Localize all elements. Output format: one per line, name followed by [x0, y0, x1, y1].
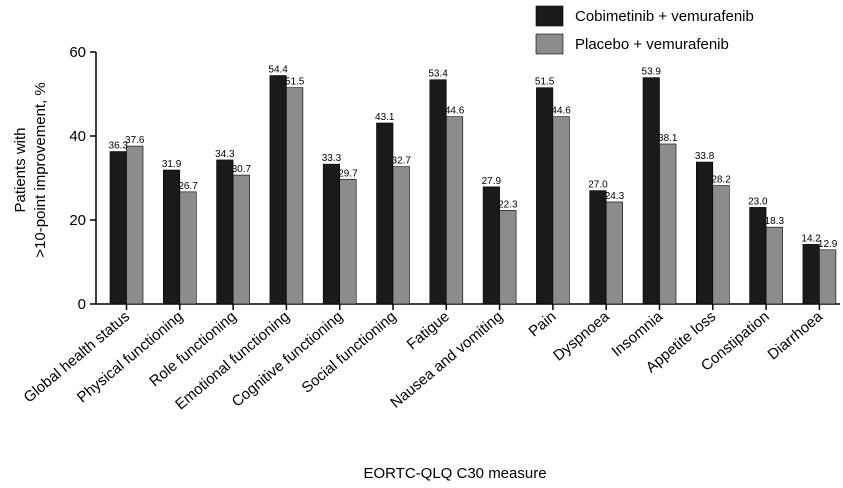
bar-cobimetinib — [269, 75, 287, 305]
bars-group — [109, 75, 837, 305]
bar-placebo — [605, 201, 624, 305]
bar-value-label: 54.4 — [268, 65, 288, 76]
bar-placebo — [179, 191, 197, 305]
bar-value-label: 53.9 — [642, 67, 662, 78]
bar-value-label: 33.8 — [695, 151, 715, 162]
y-tick-label: 20 — [69, 212, 86, 229]
bar-value-label: 44.6 — [551, 106, 571, 117]
y-axis-title-line: >10-point improvement, % — [32, 82, 49, 258]
bar-value-label: 29.7 — [338, 168, 358, 179]
bar-cobimetinib — [536, 87, 554, 305]
bar-placebo — [339, 178, 357, 305]
bar-value-label: 51.5 — [285, 77, 305, 88]
legend-swatch — [535, 33, 564, 55]
bar-cobimetinib — [695, 161, 714, 305]
legend-label: Placebo + vemurafenib — [575, 36, 729, 53]
bar-value-label: 14.2 — [801, 233, 821, 244]
bar-placebo — [392, 166, 410, 305]
bar-value-label: 22.3 — [498, 199, 518, 210]
bar-value-label: 38.1 — [658, 133, 678, 144]
y-axis: 0 20 40 60 — [69, 44, 97, 313]
bar-placebo — [499, 210, 517, 305]
y-axis-title: Patients with >10-point improvement, % — [12, 82, 49, 258]
bar-value-label: 34.3 — [215, 149, 235, 160]
bar-value-label: 27.0 — [588, 180, 608, 191]
bar-cobimetinib — [429, 79, 447, 305]
bar-placebo — [819, 249, 837, 305]
bar-value-label: 26.7 — [178, 181, 198, 192]
bar-cobimetinib — [216, 159, 234, 305]
bar-value-label: 37.6 — [125, 135, 145, 146]
bar-cobimetinib — [322, 163, 341, 305]
bar-value-label: 24.3 — [605, 191, 625, 202]
bar-value-label: 36.3 — [109, 141, 129, 152]
data-labels-group: 36.337.631.926.734.330.754.451.533.329.7… — [109, 65, 838, 250]
x-category-label: Pain — [526, 308, 560, 340]
bar-placebo — [552, 116, 570, 305]
bar-cobimetinib — [163, 169, 181, 305]
bar-placebo — [712, 185, 730, 305]
bar-value-label: 28.2 — [711, 175, 731, 186]
bar-cobimetinib — [802, 244, 820, 305]
bar-value-label: 44.6 — [445, 106, 465, 117]
x-category-label: Diarrhoea — [765, 308, 827, 364]
bar-value-label: 53.4 — [428, 69, 448, 80]
bar-placebo — [765, 226, 783, 305]
legend-label: Cobimetinib + vemurafenib — [575, 8, 754, 25]
bar-placebo — [445, 116, 464, 305]
bar-placebo — [232, 174, 250, 305]
x-category-label: Fatigue — [404, 308, 453, 353]
legend: Cobimetinib + vemurafenib Placebo + vemur… — [535, 5, 754, 55]
y-tick-label: 40 — [69, 128, 86, 145]
bar-cobimetinib — [376, 122, 394, 305]
bar-value-label: 51.5 — [535, 77, 555, 88]
bar-value-label: 31.9 — [162, 159, 182, 170]
bar-value-label: 30.7 — [232, 164, 252, 175]
bar-cobimetinib — [109, 151, 127, 305]
bar-cobimetinib — [642, 77, 660, 305]
y-tick-label: 60 — [69, 44, 86, 61]
bar-cobimetinib — [589, 190, 607, 305]
x-axis-title: EORTC-QLQ C30 measure — [363, 465, 546, 482]
bar-value-label: 12.9 — [818, 239, 838, 250]
bar-value-label: 27.9 — [482, 176, 502, 187]
y-axis-title-line: Patients with — [12, 127, 29, 212]
bar-value-label: 43.1 — [375, 112, 395, 123]
bar-placebo — [126, 145, 144, 305]
x-axis — [96, 303, 840, 310]
bar-value-label: 32.7 — [392, 156, 412, 167]
x-category-label: Dyspnoea — [550, 308, 613, 365]
bar-placebo — [659, 143, 677, 305]
bar-value-label: 18.3 — [765, 216, 785, 227]
bar-placebo — [286, 87, 304, 305]
legend-swatch — [535, 5, 564, 27]
x-category-label: Social functioning — [299, 308, 400, 397]
bar-value-label: 33.3 — [322, 153, 342, 164]
y-tick-label: 0 — [78, 296, 86, 313]
bar-value-label: 23.0 — [748, 196, 768, 207]
